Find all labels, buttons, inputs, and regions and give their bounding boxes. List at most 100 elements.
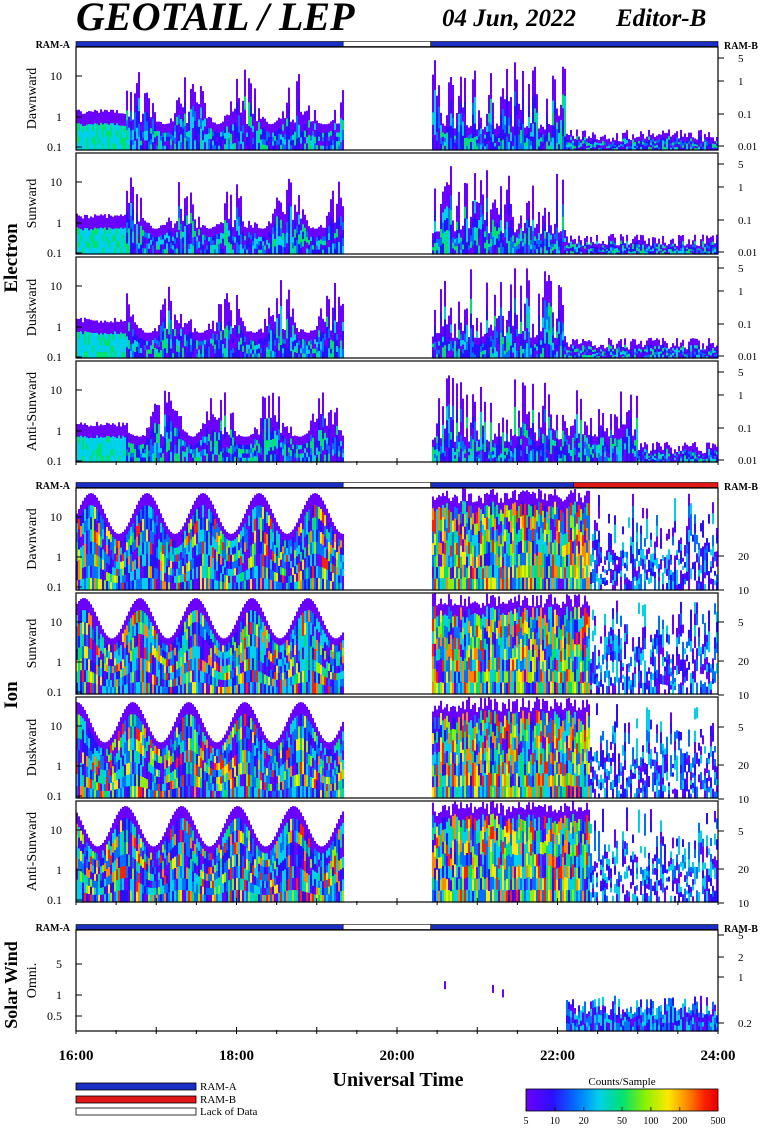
left-tick-label: 0.1 — [47, 140, 62, 154]
legend-swatch-ram-a — [75, 1082, 197, 1091]
left-tick-label: 0.1 — [47, 246, 62, 260]
right-tick-label: 0.1 — [738, 215, 752, 227]
spectrogram-cells — [444, 981, 718, 1032]
status-label-left: RAM-A — [36, 40, 71, 51]
status-segment-ram_a — [75, 41, 344, 47]
colorbar-tick-label: 200 — [672, 1116, 687, 1127]
status-label-right: RAM-B — [724, 482, 758, 493]
panel-label: Duskward — [25, 279, 40, 337]
left-tick-label: 1 — [56, 759, 62, 773]
left-tick-label: 1 — [56, 655, 62, 669]
x-axis-label: Universal Time — [333, 1069, 464, 1091]
legend-swatch-lack — [75, 1107, 197, 1116]
status-bar: RAM-A RAM-B — [36, 923, 759, 935]
panel-frame — [75, 46, 719, 151]
date-label: 04 Jun, 2022 — [442, 5, 576, 32]
status-segment-lack — [342, 41, 432, 47]
legend-label-ram-b: RAM-B — [200, 1094, 236, 1106]
status-bar: RAM-A RAM-B — [36, 40, 759, 52]
editor-label: Editor-B — [615, 5, 706, 32]
panel-label: Dawnward — [25, 508, 40, 569]
right-tick-label: 5 — [738, 263, 744, 275]
right-tick-label: 0.1 — [738, 423, 752, 435]
spectrogram-cells — [76, 801, 718, 903]
left-tick-label: 10 — [50, 823, 62, 837]
panel-sunward: Sunward 10 1 0.1 20 10 5 — [25, 592, 750, 734]
left-tick-label: 0.1 — [47, 454, 62, 468]
colorbar-title: Counts/Sample — [588, 1076, 655, 1088]
legend-swatch-ram-b — [75, 1095, 197, 1104]
right-tick-label: 5 — [738, 722, 744, 734]
spectrogram-cells — [76, 697, 718, 799]
left-tick-label: 10 — [50, 175, 62, 189]
status-segment-lack — [342, 482, 432, 488]
x-tick-label: 22:00 — [540, 1048, 575, 1064]
panel-frame — [75, 487, 719, 591]
panel-anti-sunward: Anti-Sunward 10 1 0.1 5 1 0.1 0.01 — [25, 360, 757, 468]
right-tick-label: 20 — [738, 551, 750, 563]
colorbar-tick-label: 500 — [711, 1116, 726, 1127]
group-solar-wind: RAM-A RAM-B Solar Wind Omni. 5 1 0.5 2 1 0.2 — [1, 923, 758, 1034]
left-tick-label: 0.5 — [47, 1009, 62, 1023]
right-tick-label: 20 — [738, 864, 750, 876]
status-label-left: RAM-A — [36, 481, 71, 492]
right-tick-label: 0.1 — [738, 319, 752, 331]
right-tick-label: 5 — [738, 159, 744, 171]
legend-label-ram-a: RAM-A — [200, 1081, 237, 1093]
status-segment-ram_a — [430, 41, 719, 47]
left-tick-label: 10 — [50, 615, 62, 629]
panel-omni-: Omni. 5 1 0.5 2 1 0.2 — [25, 929, 752, 1032]
panel-frame — [75, 152, 719, 255]
left-tick-label: 1 — [56, 110, 62, 124]
spectrogram-cells — [76, 268, 718, 359]
left-tick-label: 0.1 — [47, 350, 62, 364]
left-tick-label: 0.1 — [47, 789, 62, 803]
panel-label: Anti-Sunward — [25, 372, 40, 451]
panel-label: Sunward — [25, 179, 40, 229]
left-tick-label: 10 — [50, 510, 62, 524]
spectrogram-cells — [76, 375, 718, 463]
group-label: Ion — [1, 681, 22, 709]
status-segment-lack — [342, 924, 432, 930]
group-ion: RAM-A RAM-B Ion Dawnward 10 1 0.1 20 10 5 Sunward 1… — [1, 481, 758, 942]
left-tick-label: 1 — [56, 216, 62, 230]
right-tick-label: 2 — [738, 952, 744, 964]
colorbar-tick-label: 20 — [579, 1116, 589, 1127]
panel-label: Sunward — [25, 619, 40, 669]
left-tick-label: 1 — [56, 863, 62, 877]
status-label-right: RAM-B — [724, 924, 758, 935]
panel-sunward: Sunward 10 1 0.1 5 1 0.1 0.01 — [25, 152, 757, 260]
x-tick-label: 16:00 — [59, 1048, 94, 1064]
spectrogram-cells — [76, 488, 718, 591]
status-segment-ram_a — [430, 924, 719, 930]
status-bar: RAM-A RAM-B — [36, 481, 759, 493]
colorbar-tick-label: 5 — [524, 1116, 529, 1127]
panel-dawnward: Dawnward 10 1 0.1 5 1 0.1 0.01 — [25, 46, 757, 154]
left-tick-label: 10 — [50, 69, 62, 83]
right-tick-label: 20 — [738, 656, 750, 668]
right-tick-label: 1 — [738, 76, 744, 88]
panel-label: Dawnward — [25, 68, 40, 129]
panel-duskward: Duskward 10 1 0.1 20 10 5 — [25, 696, 750, 838]
status-segment-ram_a — [75, 924, 344, 930]
spectrogram-cells — [76, 593, 718, 695]
right-tick-label: 5 — [738, 617, 744, 629]
right-tick-label: 10 — [738, 585, 750, 597]
group-electron: RAM-A RAM-B Electron Dawnward 10 1 0.1 5 1 0.1 0.0… — [1, 40, 758, 468]
panel-stack: RAM-A RAM-B Electron Dawnward 10 1 0.1 5 1 0.1 0.0… — [1, 40, 758, 1034]
left-tick-label: 10 — [50, 383, 62, 397]
right-tick-label: 1 — [738, 182, 744, 194]
panel-label: Omni. — [25, 963, 40, 998]
panel-duskward: Duskward 10 1 0.1 5 1 0.1 0.01 — [25, 256, 757, 364]
right-tick-label: 0.01 — [738, 351, 757, 363]
right-tick-label: 10 — [738, 690, 750, 702]
colorbar-ticks: 5 10 20 50 100 200 500 — [524, 1107, 726, 1127]
colorbar: Counts/Sample 5 10 20 50 100 200 500 — [524, 1076, 726, 1127]
right-tick-label: 5 — [738, 826, 744, 838]
right-tick-label: 0.01 — [738, 247, 757, 259]
right-tick-label: 5 — [738, 930, 744, 942]
left-tick-label: 0.1 — [47, 685, 62, 699]
right-tick-label: 0.01 — [738, 141, 757, 153]
colorbar-tick-label: 10 — [550, 1116, 560, 1127]
